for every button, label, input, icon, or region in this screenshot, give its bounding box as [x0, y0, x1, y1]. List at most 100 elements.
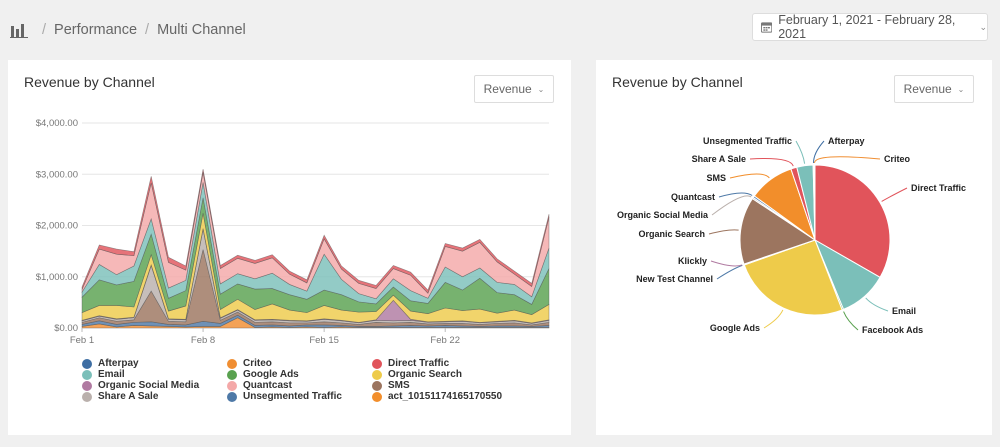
- legend-dot: [372, 358, 382, 369]
- y-tick-label: $0.00: [54, 323, 78, 334]
- pie-label: New Test Channel: [636, 274, 713, 284]
- chevron-down-icon: ⌄: [979, 21, 987, 32]
- chart-legend: Afterpay Criteo Direct Traffic Email Google …: [82, 358, 572, 402]
- legend-dot: [82, 391, 92, 402]
- pie-chart: Direct Traffic Email Facebook Ads Google Ad…: [617, 136, 966, 335]
- metric-select[interactable]: Revenue ⌄: [894, 75, 974, 103]
- pie-label: Quantcast: [671, 192, 715, 202]
- date-range-label: February 1, 2021 - February 28, 2021: [778, 13, 956, 41]
- stacked-area-chart: $0.00 $1,000.00 $2,000.00 $3,000.00 $4,000.0…: [36, 118, 550, 346]
- legend-item[interactable]: SMS: [372, 380, 572, 391]
- breadcrumb-separator: /: [145, 22, 150, 38]
- pie-leader-line: [718, 192, 753, 198]
- x-tick-label: Feb 8: [191, 335, 215, 346]
- x-tick-label: Feb 15: [309, 335, 339, 346]
- breadcrumb-multi-channel: Multi Channel: [157, 22, 246, 38]
- top-bar: / Performance / Multi Channel February 1…: [0, 0, 1000, 60]
- legend-label: Quantcast: [243, 380, 292, 391]
- legend-item[interactable]: Share A Sale: [82, 391, 227, 402]
- legend-dot: [227, 380, 237, 391]
- legend-item[interactable]: Google Ads: [227, 369, 372, 380]
- pie-leader-line: [710, 260, 743, 267]
- legend-item[interactable]: Unsegmented Traffic: [227, 391, 372, 402]
- legend-dot: [227, 358, 237, 369]
- revenue-area-card: Revenue by Channel Revenue ⌄ $0.00 $1,000…: [8, 60, 571, 435]
- y-tick-label: $3,000.00: [36, 169, 78, 180]
- x-tick-label: Feb 22: [430, 335, 460, 346]
- breadcrumb: / Performance / Multi Channel: [10, 22, 246, 38]
- legend-item[interactable]: Organic Social Media: [82, 380, 227, 391]
- legend-label: Organic Social Media: [98, 380, 200, 391]
- legend-item[interactable]: Email: [82, 369, 227, 380]
- legend-label: act_10151174165170550: [388, 391, 503, 402]
- metric-select-value: Revenue: [483, 82, 532, 96]
- legend-item[interactable]: Quantcast: [227, 380, 372, 391]
- pie-label: Google Ads: [710, 323, 760, 333]
- x-tick-label: Feb 1: [70, 335, 94, 346]
- legend-item[interactable]: Direct Traffic: [372, 358, 572, 369]
- pie-label: Share A Sale: [692, 154, 746, 164]
- y-tick-label: $1,000.00: [36, 272, 78, 283]
- legend-label: Criteo: [243, 358, 272, 369]
- legend-item[interactable]: act_10151174165170550: [372, 391, 572, 402]
- legend-label: Organic Search: [388, 369, 462, 380]
- legend-dot: [372, 391, 382, 402]
- breadcrumb-performance[interactable]: Performance: [54, 22, 138, 38]
- pie-label: Criteo: [884, 154, 911, 164]
- bar-chart-icon: [10, 24, 28, 38]
- pie-leader-line: [711, 195, 752, 216]
- pie-leader-line: [814, 156, 881, 164]
- pie-leader-line: [708, 229, 739, 235]
- chevron-down-icon: ⌄: [957, 84, 965, 94]
- metric-select-value: Revenue: [903, 82, 952, 96]
- pie-leader-line: [881, 187, 908, 202]
- pie-leader-line: [763, 309, 784, 329]
- pie-label: Organic Search: [638, 229, 705, 239]
- legend-label: Unsegmented Traffic: [243, 391, 342, 402]
- legend-dot: [82, 380, 92, 391]
- pie-leader-line: [813, 140, 825, 164]
- calendar-icon: [761, 22, 773, 33]
- pie-label: Direct Traffic: [911, 183, 966, 193]
- metric-select[interactable]: Revenue ⌄: [474, 75, 554, 103]
- legend-item[interactable]: Organic Search: [372, 369, 572, 380]
- card-title: Revenue by Channel: [612, 74, 743, 90]
- pie-label: SMS: [706, 173, 726, 183]
- pie-label: Organic Social Media: [617, 210, 709, 220]
- legend-dot: [372, 380, 382, 391]
- card-title: Revenue by Channel: [24, 74, 155, 90]
- pie-slice-criteo[interactable]: [813, 164, 816, 241]
- legend-dot: [82, 358, 92, 369]
- legend-label: Direct Traffic: [388, 358, 450, 369]
- area-series-direct-traffic[interactable]: [81, 169, 550, 294]
- pie-label: Klickly: [678, 256, 707, 266]
- pie-leader-line: [843, 311, 859, 331]
- legend-label: SMS: [388, 380, 410, 391]
- date-range-picker[interactable]: February 1, 2021 - February 28, 2021 ⌄: [752, 13, 988, 41]
- legend-label: Afterpay: [98, 358, 139, 369]
- pie-label: Afterpay: [828, 136, 865, 146]
- legend-dot: [82, 369, 92, 380]
- pie-leader-line: [865, 297, 889, 312]
- pie-leader-line: [716, 264, 743, 280]
- legend-dot: [227, 391, 237, 402]
- legend-label: Google Ads: [243, 369, 299, 380]
- pie-slice-direct-traffic[interactable]: [814, 164, 891, 279]
- legend-item[interactable]: Afterpay: [82, 358, 227, 369]
- pie-slice-google-ads[interactable]: [743, 239, 843, 316]
- legend-dot: [227, 369, 237, 380]
- y-tick-label: $2,000.00: [36, 221, 78, 232]
- legend-label: Share A Sale: [98, 391, 159, 402]
- pie-label: Email: [892, 306, 916, 316]
- chevron-down-icon: ⌄: [537, 84, 545, 94]
- pie-leader-line: [729, 173, 770, 179]
- legend-label: Email: [98, 369, 125, 380]
- revenue-pie-card: Revenue by Channel Revenue ⌄ Direct Traf…: [596, 60, 992, 435]
- pie-slice-organic-search[interactable]: [739, 197, 817, 265]
- legend-dot: [372, 369, 382, 380]
- legend-item[interactable]: Criteo: [227, 358, 372, 369]
- pie-label: Unsegmented Traffic: [703, 136, 792, 146]
- breadcrumb-separator: /: [42, 22, 47, 38]
- y-tick-label: $4,000.00: [36, 118, 78, 129]
- pie-label: Facebook Ads: [862, 325, 923, 335]
